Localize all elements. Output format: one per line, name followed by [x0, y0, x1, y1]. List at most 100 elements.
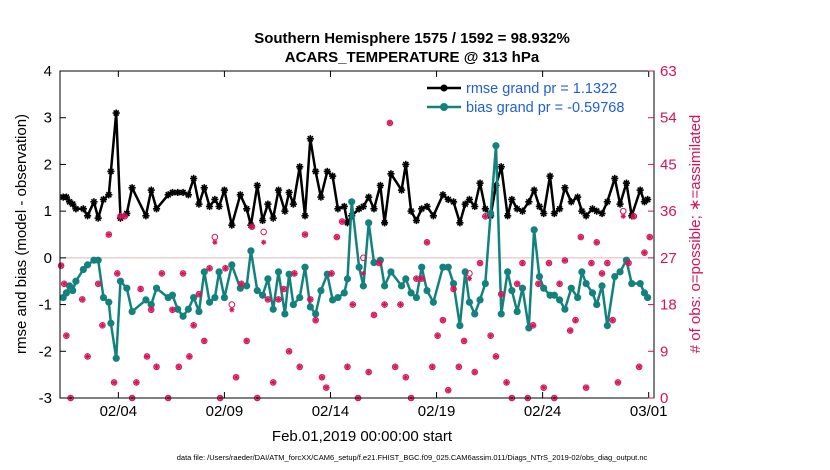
bias-point — [174, 305, 182, 313]
rmse-point — [274, 186, 283, 194]
obs-possible-marker — [625, 259, 632, 267]
rmse-point — [508, 195, 516, 204]
legend-rmse-marker — [440, 84, 448, 92]
rmse-point — [402, 160, 410, 169]
bias-point — [190, 293, 198, 302]
bias-point — [574, 293, 582, 302]
rmse-point — [555, 205, 564, 213]
bias-point — [465, 298, 474, 306]
obs-assimilated-marker — [503, 379, 510, 386]
rmse-point — [340, 202, 348, 211]
bias-point — [387, 268, 395, 276]
rmse-point — [334, 205, 342, 213]
obs-assimilated-marker — [366, 369, 372, 375]
obs-assimilated-marker — [350, 301, 356, 308]
y-tick-label: -3 — [39, 390, 52, 407]
obs-assimilated-marker — [615, 379, 621, 386]
obs-assimilated-marker — [133, 379, 139, 386]
bias-point — [62, 289, 70, 297]
bias-point — [555, 296, 564, 304]
obs-possible-marker — [291, 270, 298, 277]
bias-point — [423, 286, 431, 295]
bias-point — [168, 291, 177, 299]
obs-possible-marker — [307, 296, 314, 303]
rmse-point — [200, 184, 208, 192]
rmse-point — [94, 214, 102, 222]
bias-point — [561, 305, 569, 313]
obs-assimilated-marker — [636, 364, 642, 370]
obs-assimilated-marker — [176, 364, 182, 370]
bias-point — [264, 275, 272, 283]
obs-possible-marker — [344, 363, 351, 371]
bias-point — [497, 310, 505, 318]
rmse-point — [574, 193, 582, 201]
rmse-point — [380, 219, 389, 227]
rmse-point — [376, 181, 384, 190]
obs-assimilated-marker — [381, 301, 388, 308]
obs-assimilated-marker — [493, 353, 499, 360]
obs-assimilated-marker — [594, 239, 600, 245]
obs-possible-marker — [381, 301, 388, 308]
bias-point — [116, 277, 125, 285]
obs-possible-marker — [641, 249, 648, 256]
x-tick-label: 02/19 — [418, 403, 456, 420]
obs-assimilated-marker — [244, 338, 250, 344]
rmse-point — [112, 109, 120, 117]
rmse-point — [504, 212, 512, 220]
rmse-point — [147, 186, 155, 194]
obs-assimilated-marker — [84, 353, 91, 360]
chart-subtitle: ACARS_TEMPERATURE @ 313 hPa — [285, 49, 540, 66]
obs-possible-marker — [179, 270, 187, 277]
obs-possible-marker — [423, 238, 431, 246]
obs-assimilated-marker — [424, 239, 430, 245]
bias-point — [593, 300, 601, 309]
obs-possible-marker — [503, 379, 510, 386]
obs-possible-marker — [577, 233, 585, 241]
obs-possible-marker — [450, 285, 457, 293]
bias-point — [128, 307, 136, 316]
bias-point — [348, 198, 356, 206]
obs-assimilated-marker — [472, 369, 478, 375]
bias-point — [79, 265, 87, 274]
x-tick-label: 03/01 — [630, 403, 668, 420]
obs-possible-marker — [386, 119, 394, 127]
obs-assimilated-marker — [535, 281, 541, 287]
data-file-footnote: data file: /Users/raeder/DAI/ATM_forcXX/… — [177, 453, 648, 462]
obs-possible-marker — [186, 353, 193, 360]
obs-assimilated-marker — [445, 387, 451, 393]
legend-bias-label: bias grand pr = -0.59768 — [466, 100, 624, 116]
rmse-point — [79, 205, 87, 213]
obs-assimilated-marker — [488, 333, 494, 339]
rmse-point — [582, 212, 590, 220]
y-right-tick-label: 36 — [660, 203, 677, 220]
obs-possible-marker — [328, 270, 335, 277]
obs-assimilated-marker — [419, 276, 425, 282]
obs-possible-marker — [375, 259, 383, 267]
obs-possible-marker — [598, 270, 606, 277]
bias-point — [456, 321, 464, 330]
bias-point — [94, 256, 102, 264]
chart-title: Southern Hemisphere 1575 / 1592 = 98.932… — [254, 30, 570, 47]
obs-possible-marker — [285, 347, 293, 355]
obs-possible-marker — [260, 228, 267, 236]
rmse-point — [289, 200, 297, 208]
bias-point — [253, 286, 261, 295]
obs-possible-marker — [238, 280, 245, 288]
obs-assimilated-marker — [275, 296, 282, 302]
obs-possible-marker — [365, 368, 372, 376]
y-tick-label: -1 — [39, 297, 52, 314]
x-axis-label: Feb.01,2019 00:00:00 start — [272, 428, 453, 445]
bias-point — [429, 298, 437, 306]
bias-point — [567, 284, 575, 292]
obs-assimilated-marker — [440, 317, 446, 323]
obs-possible-marker — [158, 270, 166, 277]
rmse-point — [603, 198, 611, 206]
bias-point — [334, 293, 342, 302]
obs-assimilated-marker — [307, 296, 313, 302]
rmse-point — [179, 188, 187, 197]
bias-point — [481, 279, 489, 288]
bias-point — [370, 258, 378, 267]
rmse-point — [323, 167, 331, 176]
obs-assimilated-marker — [180, 270, 186, 277]
